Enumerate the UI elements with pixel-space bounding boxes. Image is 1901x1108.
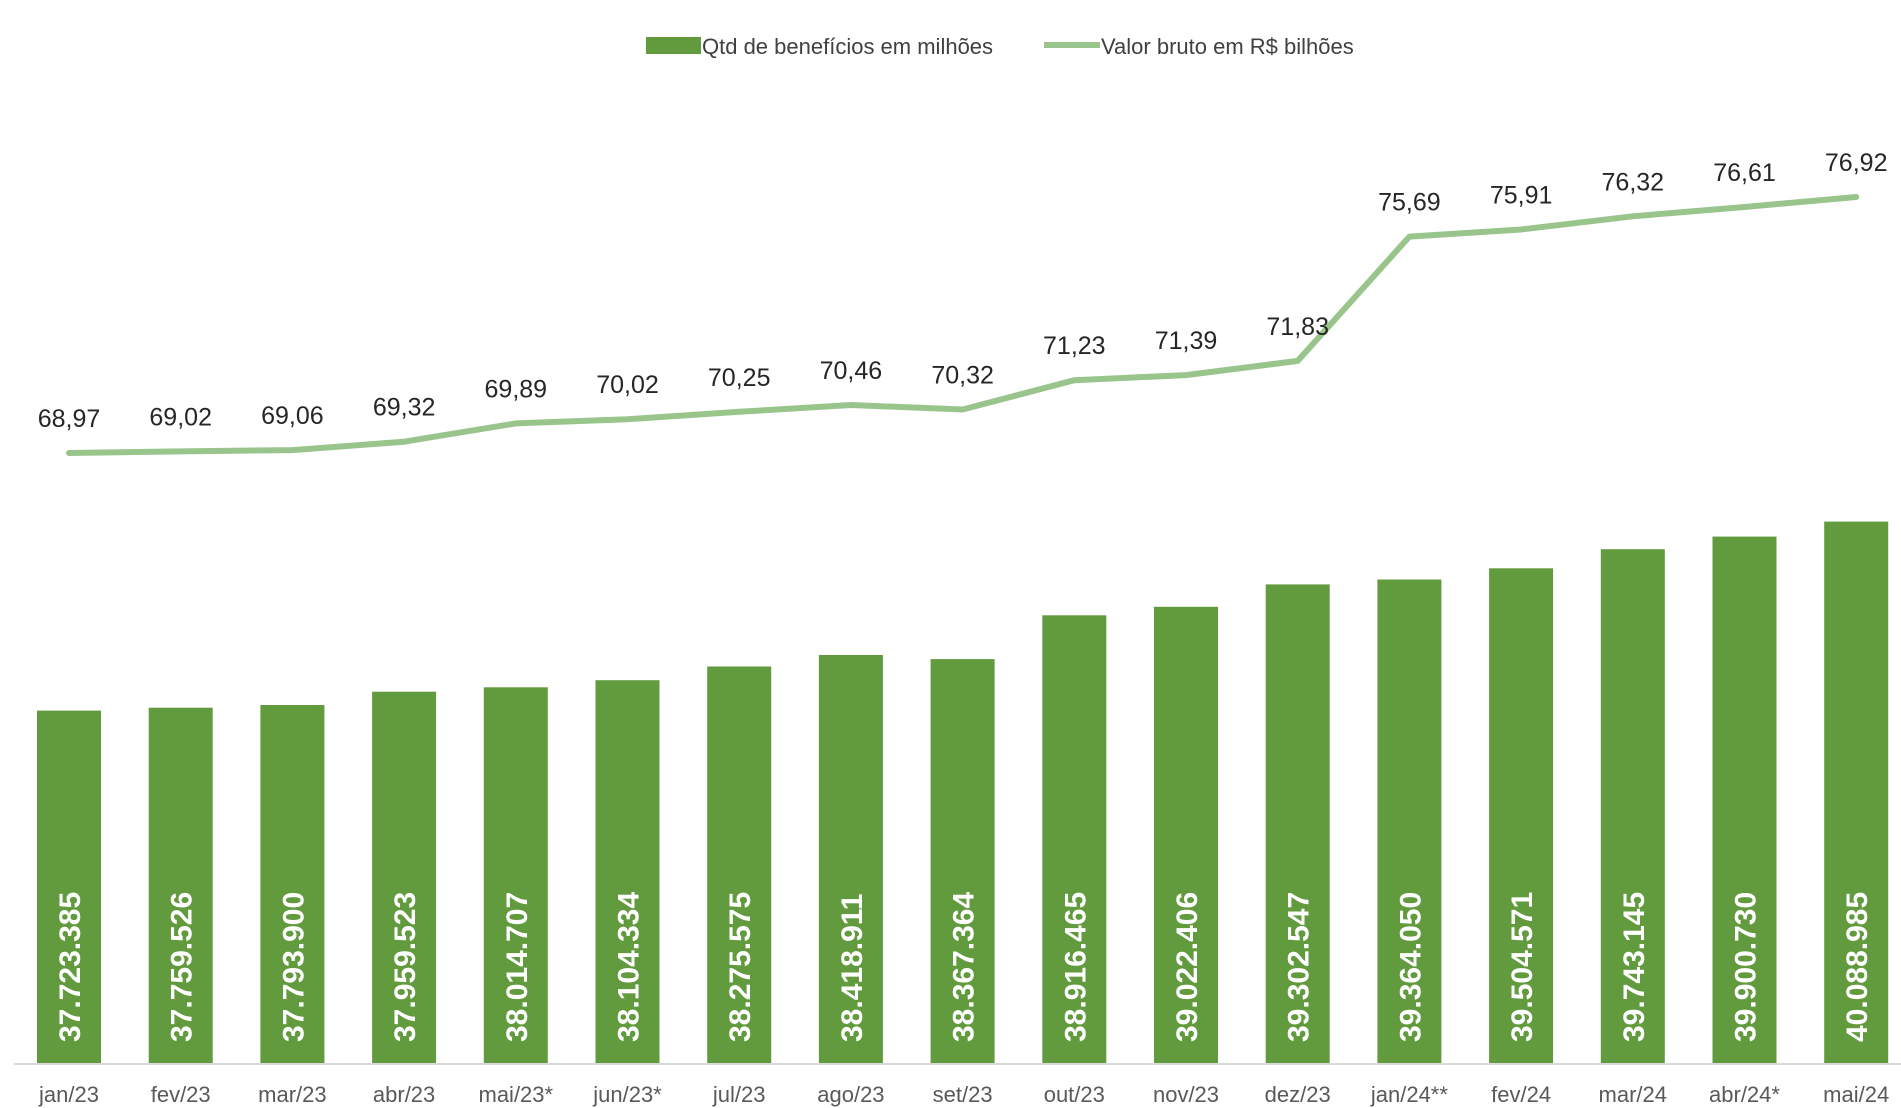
bar-4 <box>483 687 548 1064</box>
x-tick-label: mai/23* <box>479 1082 554 1107</box>
bar-7 <box>818 655 883 1064</box>
x-axis-ticks: jan/23 fev/23 mar/23 abr/23 mai/23* jun/23* ju… <box>38 1082 1889 1107</box>
line-value-label: 75,69 <box>1378 189 1441 217</box>
x-tick-label: nov/23 <box>1153 1082 1219 1107</box>
bar-value-label: 38.367.364 <box>948 892 981 1042</box>
legend-swatch-bar <box>646 37 701 54</box>
legend-label-bar: Qtd de benefícios em milhões <box>702 34 993 59</box>
bar-value-label: 39.504.571 <box>1506 892 1539 1042</box>
x-tick-label: jan/24** <box>1370 1082 1449 1107</box>
x-tick-label: abr/24* <box>1709 1082 1780 1107</box>
line-value-label: 69,89 <box>485 375 548 403</box>
x-tick-label: fev/24 <box>1491 1082 1551 1107</box>
bar-14 <box>1600 549 1665 1064</box>
bar-13 <box>1489 568 1554 1064</box>
x-tick-label: fev/23 <box>151 1082 211 1107</box>
bar-value-label: 37.793.900 <box>277 892 310 1042</box>
line-value-label: 76,61 <box>1713 159 1776 187</box>
bar-value-label: 39.743.145 <box>1618 892 1651 1042</box>
bar-labels-group: 37.723.385 37.759.526 37.793.900 37.959.523… <box>54 892 1874 1042</box>
bar-1 <box>148 707 213 1064</box>
bar-value-label: 38.014.707 <box>501 892 534 1042</box>
bar-value-label: 38.418.911 <box>836 894 869 1043</box>
line-value-label: 70,32 <box>931 362 994 390</box>
bar-value-label: 38.916.465 <box>1059 892 1092 1042</box>
line-value-label: 68,97 <box>38 405 101 433</box>
bar-9 <box>1042 615 1107 1064</box>
line-value-label: 76,92 <box>1825 149 1888 177</box>
bar-value-label: 37.759.526 <box>166 892 199 1042</box>
bar-10 <box>1154 606 1218 1064</box>
series-line-valor-bruto <box>66 194 1860 456</box>
bar-value-label: 39.022.406 <box>1171 892 1204 1042</box>
bar-value-label: 40.088.985 <box>1841 892 1874 1042</box>
x-tick-label: ago/23 <box>817 1082 884 1107</box>
line-value-label: 70,25 <box>708 364 771 392</box>
x-tick-label: jan/23 <box>38 1082 99 1107</box>
bar-value-label: 39.302.547 <box>1283 892 1316 1042</box>
bar-value-label: 39.364.050 <box>1394 892 1427 1042</box>
line-value-label: 69,02 <box>149 403 212 431</box>
x-tick-label: mar/23 <box>258 1082 326 1107</box>
x-tick-label: jul/23 <box>712 1082 766 1107</box>
bar-value-label: 37.723.385 <box>54 892 87 1042</box>
bar-15 <box>1712 536 1777 1064</box>
x-tick-label: set/23 <box>933 1082 993 1107</box>
bar-6 <box>707 666 772 1064</box>
line-value-label: 71,39 <box>1155 327 1218 355</box>
line-value-label: 76,32 <box>1602 168 1665 196</box>
x-tick-label: out/23 <box>1044 1082 1105 1107</box>
x-tick-label: dez/23 <box>1265 1082 1331 1107</box>
line-value-label: 71,83 <box>1266 313 1329 341</box>
bar-value-label: 37.959.523 <box>389 892 422 1042</box>
line-value-label: 71,23 <box>1043 332 1106 360</box>
legend: Qtd de benefícios em milhões Valor bruto… <box>646 34 1354 59</box>
line-value-label: 70,02 <box>596 371 659 399</box>
bar-2 <box>260 705 325 1064</box>
line-value-label: 75,91 <box>1490 182 1553 210</box>
bar-16 <box>1824 521 1889 1064</box>
x-tick-label: abr/23 <box>373 1082 435 1107</box>
x-tick-label: jun/23* <box>592 1082 662 1107</box>
line-value-label: 69,06 <box>261 402 324 430</box>
line-labels-group: 68,97 69,02 69,06 69,32 69,89 70,02 70,25 70,46… <box>38 149 1888 433</box>
bars-group <box>37 521 1889 1064</box>
bar-5 <box>595 680 660 1064</box>
legend-label-line: Valor bruto em R$ bilhões <box>1101 34 1354 59</box>
bar-3 <box>372 691 437 1064</box>
x-tick-label: mar/24 <box>1599 1082 1667 1107</box>
bar-8 <box>930 659 995 1064</box>
line-value-label: 70,46 <box>820 357 883 385</box>
bar-value-label: 38.104.334 <box>613 892 646 1042</box>
line-series-group <box>66 194 1860 456</box>
x-tick-label: mai/24 <box>1823 1082 1889 1107</box>
line-value-label: 69,32 <box>373 394 436 422</box>
bar-0 <box>37 710 101 1064</box>
bar-11 <box>1265 584 1330 1064</box>
bar-value-label: 38.275.575 <box>724 892 757 1042</box>
bar-value-label: 39.900.730 <box>1730 892 1763 1042</box>
bar-12 <box>1377 579 1442 1064</box>
